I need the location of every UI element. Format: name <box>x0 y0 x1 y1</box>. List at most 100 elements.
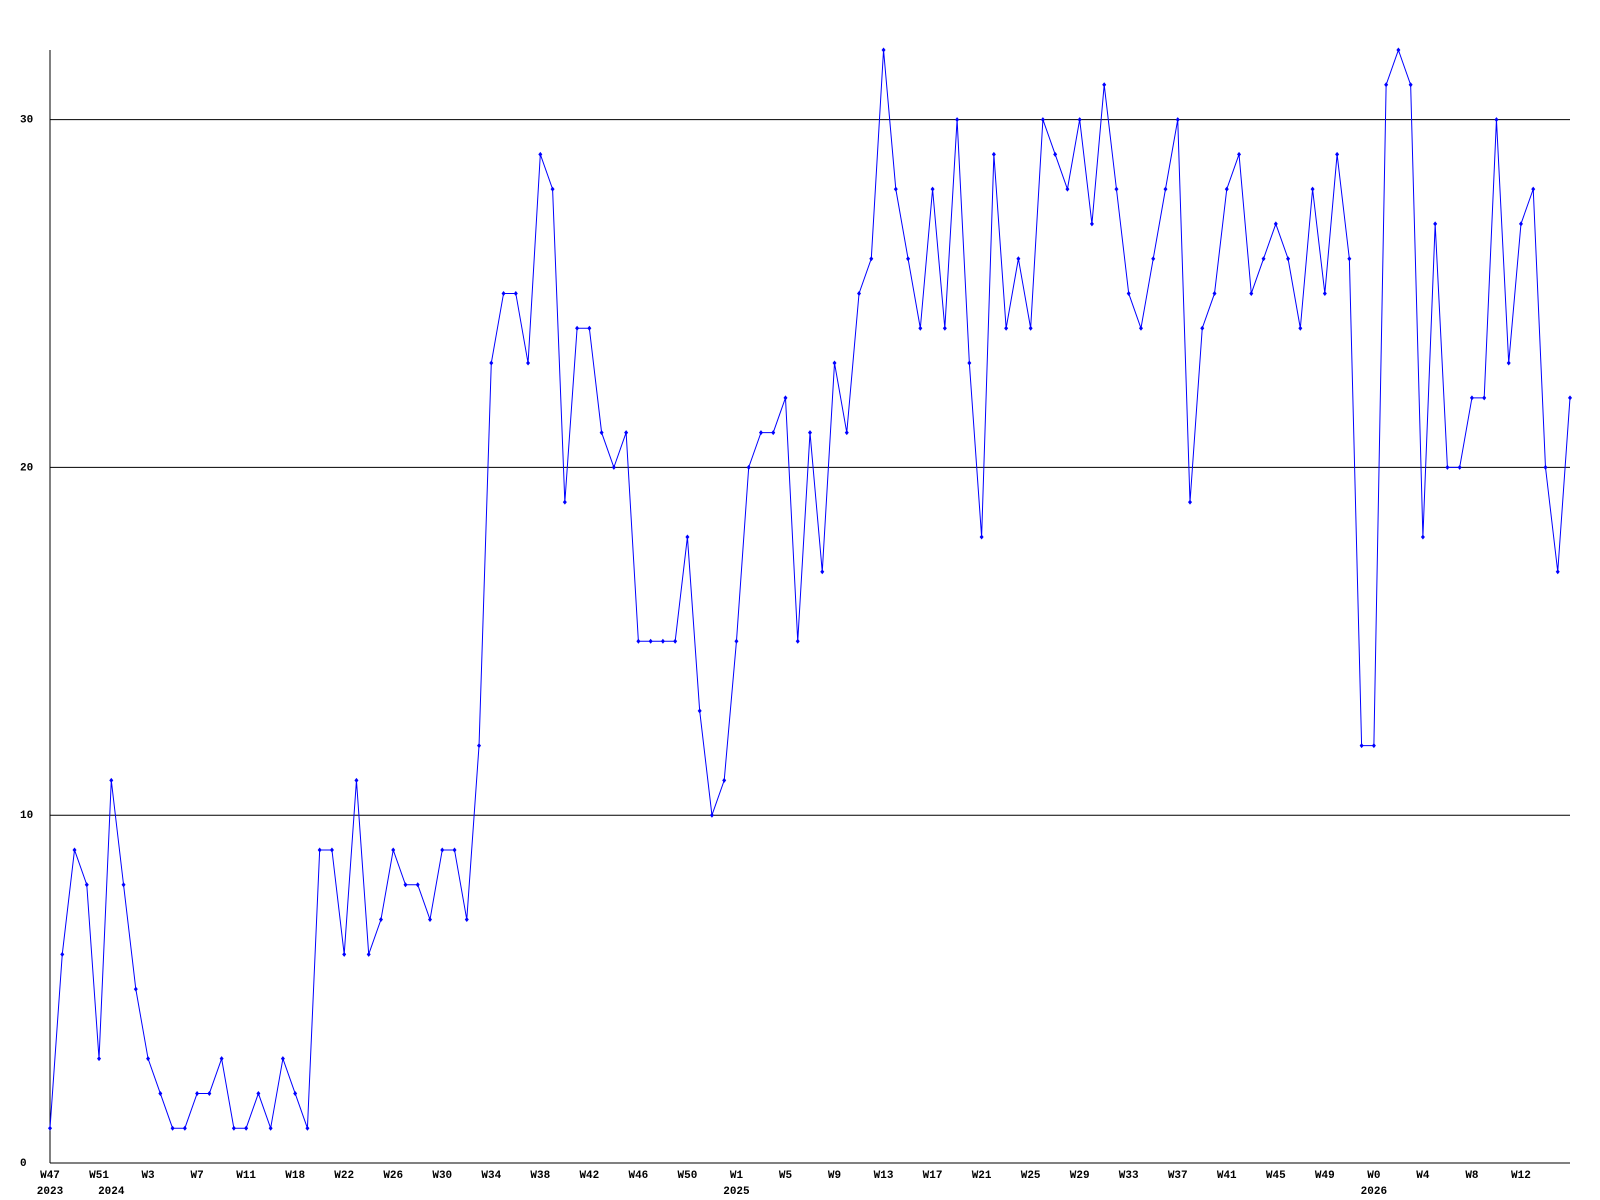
data-point <box>1396 47 1401 53</box>
data-point <box>1568 395 1572 401</box>
data-point <box>1286 256 1291 262</box>
data-point <box>1543 464 1548 470</box>
data-point <box>170 1125 175 1131</box>
data-point <box>1371 743 1376 749</box>
data-point <box>1249 290 1254 296</box>
x-tick-label: W7 <box>190 1170 203 1182</box>
data-point <box>636 638 641 644</box>
data-point <box>611 464 616 470</box>
data-point <box>783 395 788 401</box>
data-point <box>1200 325 1205 331</box>
data-point <box>918 325 923 331</box>
data-point <box>244 1125 249 1131</box>
x-year-label: 2026 <box>1361 1186 1387 1198</box>
data-point <box>1322 290 1327 296</box>
y-tick-label: 0 <box>20 1158 27 1170</box>
data-point <box>268 1125 273 1131</box>
data-point <box>378 917 383 923</box>
x-tick-label: W17 <box>923 1170 943 1182</box>
data-point <box>1531 186 1536 192</box>
data-point <box>1077 117 1082 123</box>
data-point <box>60 951 65 957</box>
x-tick-label: W12 <box>1511 1170 1531 1182</box>
data-point <box>955 117 960 123</box>
y-tick-label: 20 <box>20 462 33 474</box>
data-point <box>795 638 800 644</box>
data-point <box>1482 395 1487 401</box>
data-point <box>207 1090 212 1096</box>
data-point <box>1089 221 1094 227</box>
data-point <box>1040 117 1045 123</box>
data-point <box>1310 186 1315 192</box>
data-point <box>893 186 898 192</box>
y-tick-label: 10 <box>20 810 33 822</box>
x-tick-label: W13 <box>874 1170 894 1182</box>
x-tick-label: W5 <box>779 1170 793 1182</box>
data-point <box>342 951 347 957</box>
data-point <box>1065 186 1070 192</box>
x-tick-label: W18 <box>285 1170 305 1182</box>
data-point <box>293 1090 298 1096</box>
data-point <box>758 430 763 436</box>
data-point <box>182 1125 187 1131</box>
data-point <box>1151 256 1156 262</box>
data-point <box>195 1090 200 1096</box>
x-year-label: 2023 <box>37 1186 64 1198</box>
data-point <box>1420 534 1425 540</box>
data-point <box>1347 256 1352 262</box>
data-point <box>906 256 911 262</box>
data-point <box>930 186 935 192</box>
data-point <box>1188 499 1192 505</box>
data-point <box>1261 256 1266 262</box>
data-point <box>1506 360 1511 366</box>
data-point <box>440 847 445 853</box>
data-point <box>832 360 837 366</box>
x-tick-label: W38 <box>530 1170 550 1182</box>
x-tick-label: W1 <box>730 1170 744 1182</box>
x-tick-label: W26 <box>383 1170 403 1182</box>
data-point <box>857 290 862 296</box>
x-tick-label: W9 <box>828 1170 841 1182</box>
data-point <box>329 847 334 853</box>
x-tick-label: W30 <box>432 1170 452 1182</box>
data-point <box>133 986 138 992</box>
data-point <box>1273 221 1278 227</box>
x-tick-label: W4 <box>1416 1170 1430 1182</box>
data-point <box>746 464 751 470</box>
data-point <box>146 1056 151 1062</box>
data-point <box>734 638 739 644</box>
data-point <box>624 430 629 436</box>
data-point <box>942 325 947 331</box>
data-point <box>501 290 506 296</box>
data-point <box>415 882 420 888</box>
data-point <box>685 534 690 540</box>
data-point <box>820 569 825 575</box>
data-point <box>84 882 89 888</box>
x-tick-label: W49 <box>1315 1170 1335 1182</box>
data-point <box>709 812 714 818</box>
data-point <box>1212 290 1217 296</box>
x-year-label: 2025 <box>723 1186 750 1198</box>
data-point <box>1359 743 1364 749</box>
data-point <box>317 847 322 853</box>
x-tick-label: W41 <box>1217 1170 1237 1182</box>
x-tick-label: W45 <box>1266 1170 1286 1182</box>
x-tick-label: W46 <box>628 1170 648 1182</box>
data-point <box>771 430 776 436</box>
x-tick-label: W42 <box>579 1170 599 1182</box>
x-tick-label: W51 <box>89 1170 109 1182</box>
data-point <box>991 151 996 157</box>
data-point <box>513 290 518 296</box>
data-point <box>1433 221 1438 227</box>
data-point <box>452 847 457 853</box>
x-tick-label: W25 <box>1021 1170 1041 1182</box>
data-point <box>1102 82 1107 88</box>
x-tick-label: W50 <box>678 1170 698 1182</box>
data-point <box>391 847 396 853</box>
data-point <box>575 325 580 331</box>
data-line <box>49 48 1571 1131</box>
data-point <box>648 638 653 644</box>
data-point <box>526 360 531 366</box>
data-point <box>1384 82 1389 88</box>
